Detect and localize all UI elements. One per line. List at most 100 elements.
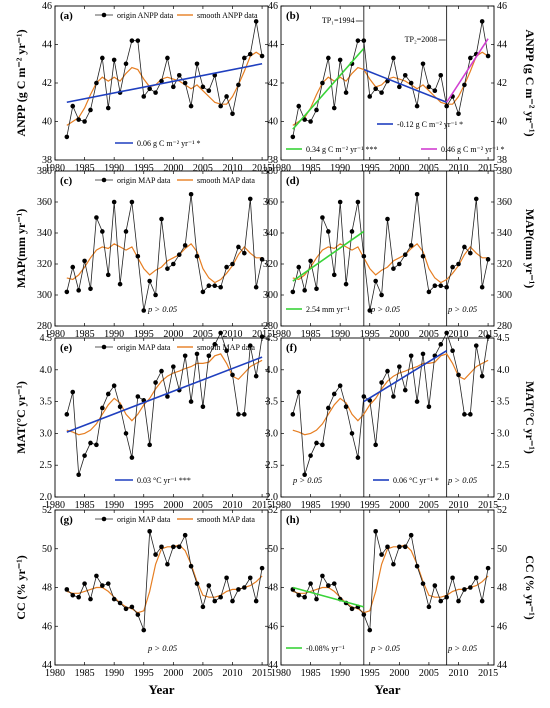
origin-data-point (414, 103, 420, 109)
origin-data-point (165, 394, 170, 399)
origin-data-point (224, 575, 229, 581)
x-tick-label: 1995 (360, 668, 380, 679)
x-axis-label: Year (375, 682, 401, 697)
origin-data-point (290, 412, 296, 417)
y-tick-label-right: 340 (497, 228, 512, 239)
y-tick-label-right: 320 (497, 259, 512, 270)
origin-data-point (402, 387, 408, 393)
origin-data-point (206, 353, 212, 359)
origin-data-point (402, 73, 408, 78)
x-tick-label: 2010 (449, 500, 469, 511)
x-tick-label: 1985 (75, 329, 95, 340)
origin-data-point (212, 73, 218, 78)
y-tick-label: 300 (37, 290, 52, 301)
origin-data-point (397, 84, 402, 90)
origin-data-point (479, 284, 485, 290)
origin-data-point (105, 272, 111, 278)
origin-data-point (479, 598, 485, 604)
x-tick-label: 1990 (104, 668, 124, 679)
smooth-series-line (66, 51, 263, 126)
origin-data-point (253, 19, 259, 24)
origin-data-point (100, 583, 105, 588)
x-tick-label: 1990 (104, 500, 124, 511)
origin-data-point (105, 391, 111, 397)
origin-data-point (159, 78, 164, 84)
origin-data-point (302, 117, 307, 122)
x-tick-label: 2005 (419, 163, 439, 174)
x-tick-label: 1985 (75, 163, 95, 174)
origin-data-point (408, 532, 414, 538)
plot-frame (280, 170, 495, 327)
x-tick-label: 2000 (163, 163, 183, 174)
origin-data-point (165, 266, 170, 271)
origin-data-point (397, 261, 402, 267)
origin-data-point (385, 544, 390, 550)
legend-segment-label: -0.12 g C m⁻² yr⁻¹ * (397, 120, 463, 129)
x-tick-label: 2010 (449, 668, 469, 679)
origin-data-point (153, 552, 158, 557)
segment-trend-line (445, 38, 489, 103)
y-tick-label: 44 (268, 660, 278, 671)
y-tick-label-right: 300 (497, 290, 512, 301)
origin-data-point (253, 373, 259, 379)
origin-series-line (66, 21, 263, 137)
origin-data-point (456, 111, 461, 117)
origin-data-point (326, 405, 331, 411)
y-tick-label-right: 3.5 (497, 397, 510, 408)
origin-data-point (88, 286, 93, 292)
x-tick-label: 2010 (223, 329, 243, 340)
origin-data-point (111, 596, 117, 602)
x-tick-label: 2010 (223, 163, 243, 174)
origin-data-point (367, 94, 373, 99)
x-tick-label: 1980 (271, 163, 291, 174)
x-tick-label: 1990 (330, 500, 350, 511)
origin-data-point (182, 243, 188, 248)
x-tick-label: 1995 (134, 668, 154, 679)
origin-data-point (320, 442, 325, 448)
origin-data-point (159, 216, 164, 222)
origin-data-point (153, 292, 158, 298)
panel-label: (f) (286, 342, 297, 354)
plot-frame (54, 509, 269, 666)
origin-data-point (426, 289, 432, 295)
y-tick-label: 4.0 (266, 365, 279, 376)
y-tick-label-right: 46 (497, 621, 507, 632)
origin-data-point (70, 389, 76, 395)
y-tick-label: 3.5 (40, 397, 53, 408)
origin-data-point (337, 199, 343, 205)
x-tick-label: 2000 (389, 163, 409, 174)
origin-data-point (230, 111, 235, 117)
origin-data-point (194, 581, 200, 586)
origin-data-point (76, 288, 81, 293)
panel-e: 1980 1985 1990 1995 2000 2005 2010 2015 2.0 2.5 3.… (14, 330, 272, 511)
origin-data-point (296, 592, 302, 598)
y-tick-label: 340 (37, 228, 52, 239)
origin-data-point (94, 573, 99, 579)
origin-data-point (171, 364, 176, 369)
y-tick-label: 4.5 (40, 333, 53, 344)
origin-data-point (355, 455, 361, 460)
x-tick-label: 2015 (478, 163, 498, 174)
origin-data-point (426, 84, 432, 90)
x-tick-label: 1985 (301, 329, 321, 340)
origin-data-point (331, 391, 337, 397)
origin-data-point (420, 351, 426, 357)
origin-data-point (135, 394, 141, 399)
x-tick-label: 2015 (252, 500, 272, 511)
y-tick-label: 46 (268, 621, 278, 632)
origin-data-point (88, 440, 93, 446)
origin-data-point (420, 581, 426, 586)
y-tick-label: 42 (268, 78, 278, 89)
x-tick-label: 1985 (75, 500, 95, 511)
y-tick-label: 44 (268, 40, 278, 51)
origin-data-point (247, 343, 253, 348)
y-tick-label-right: 4.0 (497, 365, 510, 376)
x-tick-label: 2015 (252, 668, 272, 679)
panel-label: (g) (60, 514, 73, 526)
x-tick-label: 1980 (45, 668, 65, 679)
origin-data-point (188, 103, 194, 109)
origin-data-point (247, 575, 253, 581)
origin-data-point (147, 529, 152, 534)
origin-data-point (206, 88, 212, 93)
